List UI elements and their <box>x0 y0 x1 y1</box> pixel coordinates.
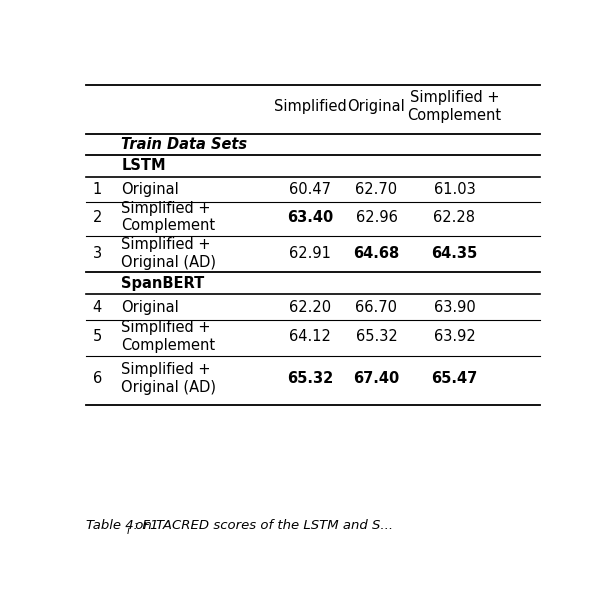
Text: Simplified +
Original (AD): Simplified + Original (AD) <box>121 237 216 270</box>
Text: 63.92: 63.92 <box>434 329 475 344</box>
Text: 65.32: 65.32 <box>356 329 397 344</box>
Text: 67.40: 67.40 <box>353 371 400 386</box>
Text: 62.91: 62.91 <box>289 246 331 261</box>
Text: 62.70: 62.70 <box>356 182 398 197</box>
Text: Train Data Sets: Train Data Sets <box>121 137 247 152</box>
Text: 6: 6 <box>93 371 102 386</box>
Text: 65.47: 65.47 <box>431 371 478 386</box>
Text: LSTM: LSTM <box>121 159 166 173</box>
Text: Original: Original <box>121 300 179 315</box>
Text: Simplified +
Complement: Simplified + Complement <box>121 320 215 353</box>
Text: 5: 5 <box>93 329 102 344</box>
Text: 60.47: 60.47 <box>289 182 331 197</box>
Text: 62.28: 62.28 <box>434 210 475 225</box>
Text: Simplified: Simplified <box>274 99 346 114</box>
Text: Simplified +
Complement: Simplified + Complement <box>121 201 215 233</box>
Text: 64.12: 64.12 <box>289 329 331 344</box>
Text: 62.20: 62.20 <box>289 300 331 315</box>
Text: 65.32: 65.32 <box>287 371 334 386</box>
Text: Table 4: F1: Table 4: F1 <box>85 520 158 532</box>
Text: Original: Original <box>121 182 179 197</box>
Text: 61.03: 61.03 <box>434 182 475 197</box>
Text: 64.68: 64.68 <box>353 246 400 261</box>
Text: on TACRED scores of the LSTM and S...: on TACRED scores of the LSTM and S... <box>131 520 393 532</box>
Text: i: i <box>126 526 129 537</box>
Text: Simplified +
Complement: Simplified + Complement <box>407 90 501 122</box>
Text: SpanBERT: SpanBERT <box>121 275 204 291</box>
Text: 62.96: 62.96 <box>356 210 397 225</box>
Text: 3: 3 <box>93 246 102 261</box>
Text: 64.35: 64.35 <box>431 246 478 261</box>
Text: Original: Original <box>348 99 405 114</box>
Text: Simplified +
Original (AD): Simplified + Original (AD) <box>121 362 216 395</box>
Text: 66.70: 66.70 <box>356 300 398 315</box>
Text: 1: 1 <box>93 182 102 197</box>
Text: 2: 2 <box>93 210 102 225</box>
Text: 4: 4 <box>93 300 102 315</box>
Text: 63.40: 63.40 <box>287 210 334 225</box>
Text: 63.90: 63.90 <box>434 300 475 315</box>
